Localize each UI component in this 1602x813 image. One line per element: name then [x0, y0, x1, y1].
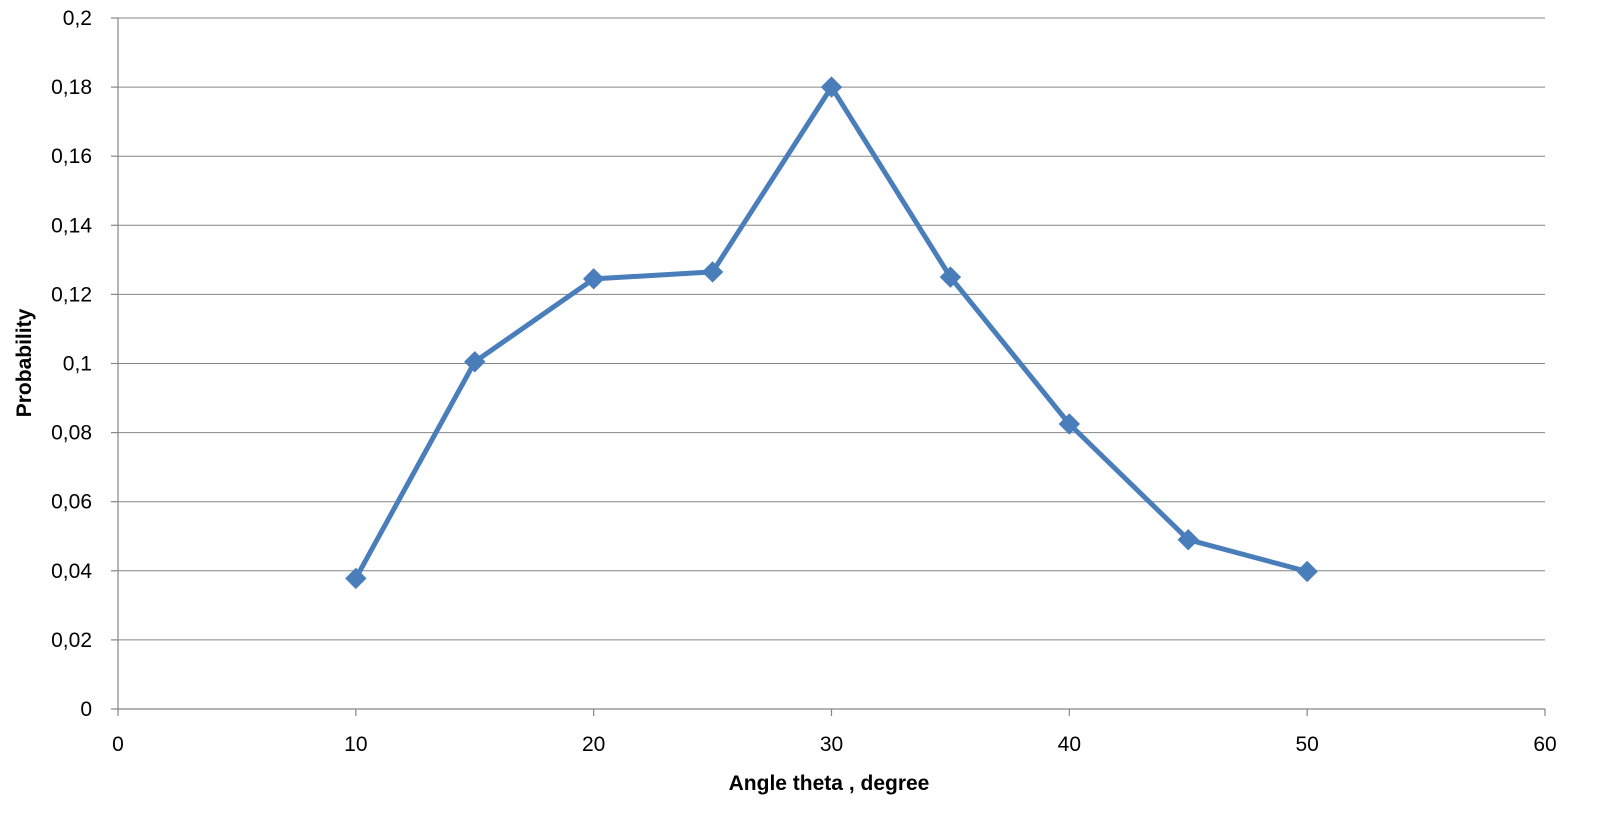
x-tick-label: 40 — [1058, 733, 1081, 756]
y-tick-label: 0,08 — [51, 422, 92, 445]
x-tick-label: 50 — [1295, 733, 1318, 756]
data-point-marker — [1296, 560, 1318, 583]
axes — [111, 17, 1546, 716]
data-point-marker — [701, 261, 724, 283]
data-point-marker — [1177, 528, 1199, 551]
series-line — [353, 84, 1310, 581]
series — [345, 76, 1318, 590]
data-point-marker — [939, 266, 962, 288]
y-tick-label: 0,06 — [51, 491, 92, 514]
y-tick-label: 0,2 — [63, 7, 92, 30]
x-tick-label: 0 — [112, 733, 124, 756]
data-point-marker — [582, 268, 605, 290]
x-axis-title: Angle theta , degree — [729, 772, 930, 795]
y-tick-label: 0,1 — [63, 353, 92, 376]
y-axis-title: Probability — [13, 308, 36, 417]
y-tick-label: 0,02 — [51, 629, 92, 652]
grid-lines — [118, 17, 1545, 641]
y-tick-label: 0,12 — [51, 283, 92, 306]
data-point-marker — [464, 351, 486, 373]
y-tick-label: 0,14 — [51, 214, 92, 237]
data-point-marker — [345, 567, 367, 590]
x-tick-label: 60 — [1533, 733, 1556, 756]
y-tick-label: 0,04 — [51, 560, 92, 583]
tick-labels: 0 0,02 0,04 0,06 0,08 0,1 0,12 0,14 0,16 0,18 0,2 0… — [51, 7, 1557, 756]
y-tick-label: 0,16 — [51, 145, 92, 168]
data-point-marker — [1058, 413, 1081, 435]
x-tick-label: 20 — [582, 733, 605, 756]
x-tick-label: 30 — [820, 733, 843, 756]
x-tick-label: 10 — [344, 733, 367, 756]
y-tick-label: 0,18 — [51, 76, 92, 99]
y-tick-label: 0 — [80, 698, 92, 721]
data-point-marker — [820, 76, 843, 98]
